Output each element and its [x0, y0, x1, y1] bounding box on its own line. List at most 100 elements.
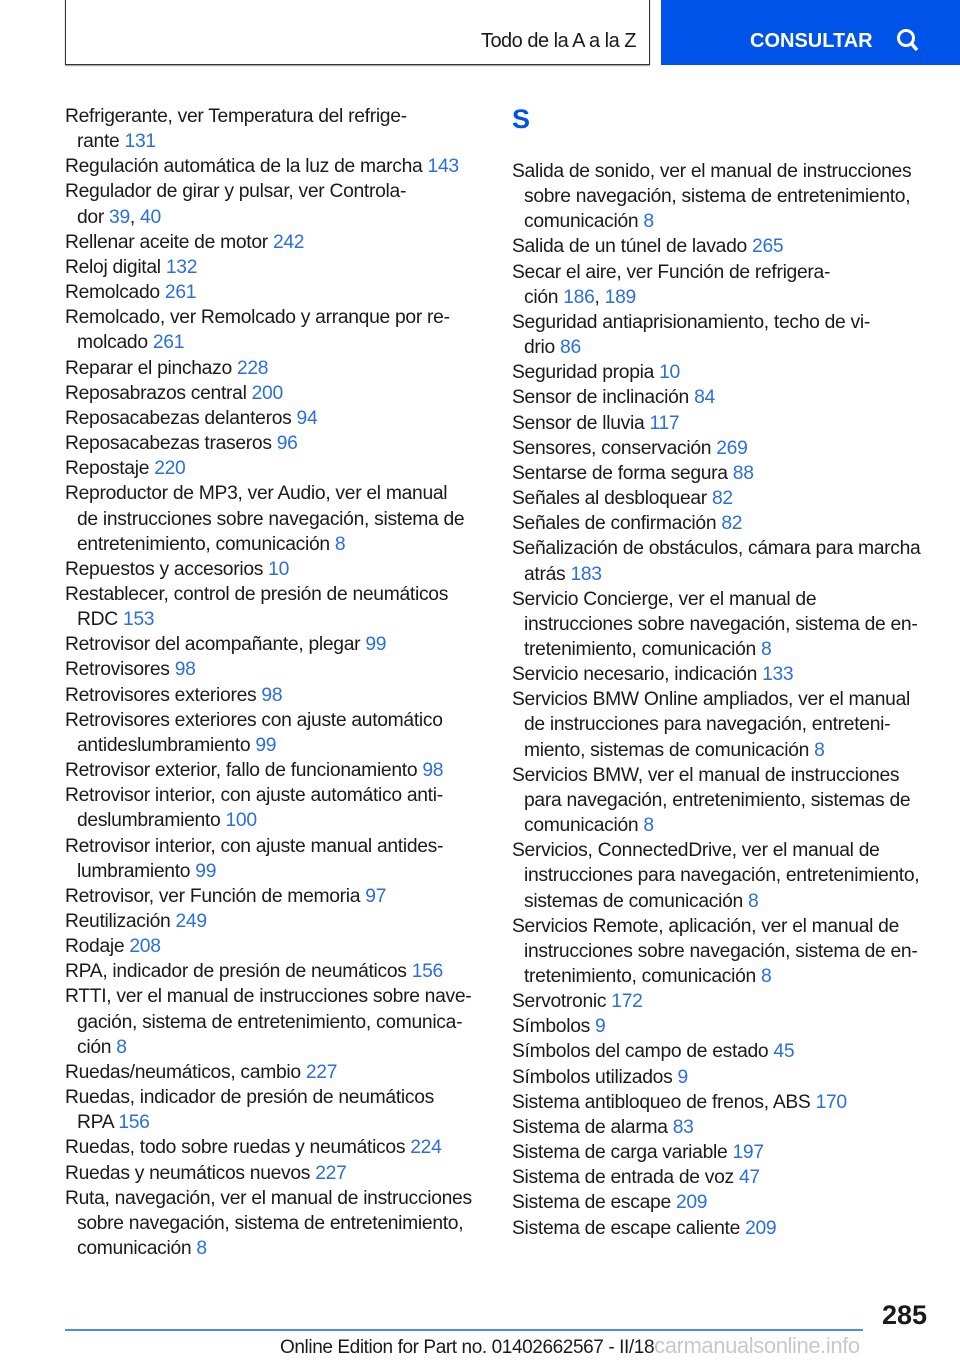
- page-link[interactable]: 131: [124, 131, 157, 153]
- page-link[interactable]: 82: [712, 488, 733, 510]
- page-link[interactable]: 86: [560, 337, 581, 359]
- index-entry: Regulación automática de la luz de march…: [65, 154, 495, 179]
- page-link[interactable]: 8: [196, 1238, 207, 1260]
- entry-text: de instrucciones para navegación, entret…: [524, 714, 891, 736]
- page-link[interactable]: 40: [140, 206, 161, 228]
- page-link[interactable]: 156: [118, 1112, 150, 1134]
- edition-text: Online Edition for Part no. 01402662567 …: [280, 1337, 655, 1358]
- index-entry: Sistema de entrada de voz 47: [512, 1165, 952, 1190]
- page-link[interactable]: 189: [604, 286, 637, 308]
- entry-text: Reutilización: [65, 911, 171, 932]
- index-entry: Sistema de alarma 83: [512, 1115, 952, 1140]
- page-link[interactable]: 97: [365, 885, 387, 907]
- page-link[interactable]: 99: [195, 860, 217, 882]
- page-link[interactable]: 183: [570, 563, 602, 585]
- page-link[interactable]: 100: [225, 810, 257, 832]
- page-link[interactable]: 227: [305, 1061, 338, 1083]
- page-link[interactable]: 224: [410, 1137, 442, 1159]
- page-link[interactable]: 8: [643, 815, 654, 837]
- entry-text: Reparar el pinchazo: [65, 357, 232, 379]
- page-link[interactable]: 265: [752, 236, 784, 258]
- page-link[interactable]: 45: [773, 1041, 795, 1063]
- entry-text: Restablecer, control de presión de neumá…: [65, 583, 449, 605]
- index-entry: Ruedas/neumáticos, cambio 227: [65, 1060, 495, 1085]
- page-link[interactable]: 94: [296, 407, 318, 429]
- page-link[interactable]: 83: [672, 1116, 694, 1138]
- index-entry: Servicios BMW, ver el manual de instrucc…: [512, 763, 952, 838]
- page-link[interactable]: 208: [129, 936, 161, 958]
- page-link[interactable]: 99: [255, 734, 277, 756]
- page-link[interactable]: 98: [422, 760, 444, 782]
- page-link[interactable]: 96: [276, 433, 298, 455]
- page-link[interactable]: 186: [563, 286, 595, 308]
- page-link[interactable]: 156: [411, 961, 444, 983]
- page-link[interactable]: 170: [815, 1091, 848, 1113]
- page-link[interactable]: 143: [427, 156, 460, 178]
- page-link[interactable]: 10: [659, 362, 680, 384]
- page-link[interactable]: 98: [174, 659, 196, 681]
- index-column-right: Salida de sonido, ver el manual de instr…: [512, 159, 952, 1241]
- entry-text: Servicios BMW Online ampliados, ver el m…: [512, 689, 910, 711]
- page-link[interactable]: 242: [272, 231, 305, 253]
- page-link[interactable]: 84: [694, 387, 715, 409]
- page-link[interactable]: 220: [154, 458, 186, 480]
- entry-text: Retrovisores: [65, 659, 170, 681]
- index-entry: Símbolos utilizados 9: [512, 1065, 952, 1090]
- entry-text: Ruedas y neumáticos nuevos: [65, 1162, 311, 1184]
- page-link[interactable]: 47: [738, 1167, 760, 1189]
- page-link[interactable]: 249: [175, 911, 207, 932]
- page-link[interactable]: 261: [164, 282, 197, 304]
- index-entry: Ruedas y neumáticos nuevos 227: [65, 1161, 495, 1186]
- index-entry: Reparar el pinchazo 228: [65, 356, 495, 381]
- entry-text: de instrucciones sobre navegación, siste…: [77, 508, 465, 530]
- page-link[interactable]: 172: [611, 991, 643, 1013]
- index-entry: Seguridad antiaprisionamiento, techo de …: [512, 310, 952, 360]
- page-link[interactable]: 209: [745, 1217, 777, 1239]
- page-link[interactable]: 269: [716, 437, 748, 459]
- index-entry: RPA, indicador de presión de neumáticos …: [65, 959, 495, 984]
- page-link[interactable]: 9: [677, 1066, 688, 1088]
- entry-text: Ruedas, indicador de presión de neumátic…: [65, 1087, 434, 1109]
- page-link[interactable]: 82: [721, 513, 743, 535]
- page-link[interactable]: 98: [261, 684, 283, 706]
- page-link[interactable]: 8: [761, 966, 772, 987]
- entry-text: drio: [524, 337, 555, 359]
- page-link[interactable]: 228: [236, 357, 269, 379]
- page-link[interactable]: 8: [116, 1036, 127, 1058]
- page-link[interactable]: 197: [732, 1142, 764, 1164]
- index-entry: Símbolos 9: [512, 1014, 952, 1039]
- entry-text: comunicación: [524, 815, 639, 837]
- index-entry: Ruta, navegación, ver el manual de instr…: [65, 1186, 495, 1261]
- page-link[interactable]: 10: [268, 558, 290, 580]
- page-link[interactable]: 153: [122, 609, 155, 631]
- entry-text: Sistema antibloqueo de frenos, ABS: [512, 1091, 811, 1113]
- page-link[interactable]: 8: [643, 211, 654, 233]
- entry-text: Retrovisor exterior, fallo de funcionami…: [65, 760, 418, 782]
- index-entry: Servicios Remote, aplicación, ver el man…: [512, 914, 952, 989]
- page-link[interactable]: 8: [761, 638, 772, 660]
- page-link[interactable]: 8: [334, 533, 346, 555]
- page-link[interactable]: 9: [595, 1016, 606, 1038]
- page-link[interactable]: 39: [109, 206, 130, 228]
- index-entry: Seguridad propia 10: [512, 360, 952, 385]
- index-entry: Rodaje 208: [65, 934, 495, 959]
- page-link[interactable]: 99: [365, 634, 387, 656]
- entry-text: instrucciones sobre navegación, sistema …: [524, 940, 918, 962]
- page-link[interactable]: 132: [165, 256, 198, 278]
- page-link[interactable]: 133: [762, 664, 794, 686]
- page-link[interactable]: 117: [649, 412, 680, 434]
- page-link[interactable]: 200: [251, 382, 284, 404]
- page-link[interactable]: 209: [675, 1192, 708, 1214]
- entry-text: Seguridad antiaprisionamiento, techo de …: [512, 311, 870, 333]
- page-link[interactable]: 261: [152, 332, 185, 354]
- entry-text: Sistema de alarma: [512, 1116, 668, 1138]
- page-link[interactable]: 227: [315, 1162, 347, 1184]
- page-link[interactable]: 8: [814, 739, 825, 761]
- page-link[interactable]: 8: [748, 890, 759, 912]
- entry-text: dor: [77, 206, 104, 228]
- index-entry: Regulador de girar y pulsar, ver Control…: [65, 181, 407, 228]
- index-entry: Señalización de obstáculos, cámara para …: [512, 536, 952, 586]
- page-link[interactable]: 88: [732, 462, 754, 484]
- index-entry: Sentarse de forma segura 88: [512, 461, 952, 486]
- entry-text: Reposabrazos central: [65, 382, 247, 404]
